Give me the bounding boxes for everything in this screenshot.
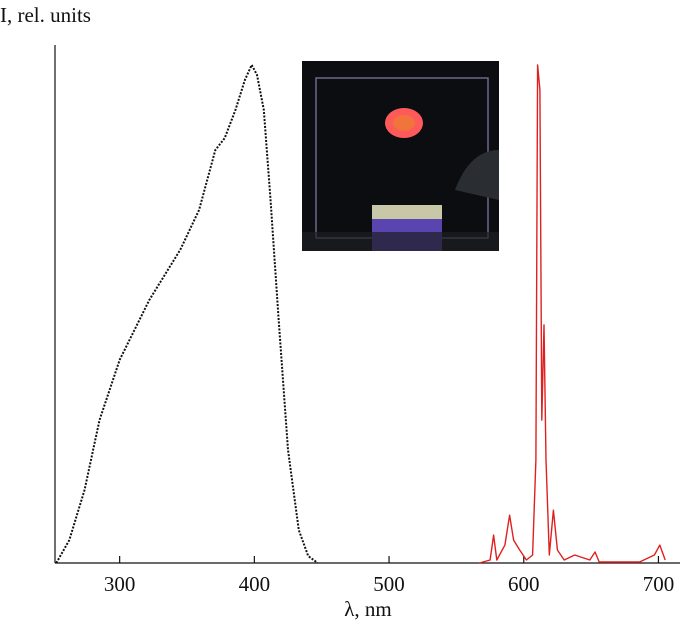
spectrum-line	[55, 63, 319, 564]
inset-photo	[302, 61, 499, 251]
x-tick-label: 600	[508, 572, 540, 596]
spectrum-line	[479, 64, 666, 564]
y-axis-label: I, rel. units	[0, 3, 91, 27]
x-tick-label: 700	[643, 572, 675, 596]
x-tick-label: 400	[239, 572, 271, 596]
x-axis-label: λ, nm	[344, 597, 392, 621]
x-tick-label: 300	[104, 572, 136, 596]
x-tick-label: 500	[373, 572, 405, 596]
